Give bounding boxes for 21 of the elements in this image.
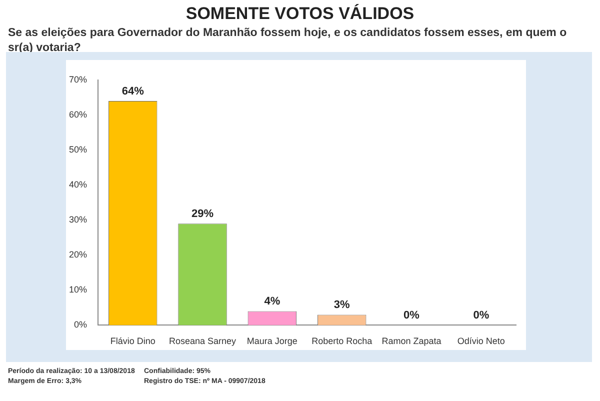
x-tick-label: Flávio Dino: [110, 336, 156, 346]
data-label: 4%: [264, 296, 280, 308]
y-tick-label: 0%: [74, 320, 88, 330]
data-label: 64%: [122, 86, 144, 98]
x-tick-label: Maura Jorge: [246, 336, 298, 346]
data-label: 0%: [473, 310, 490, 322]
y-tick-label: 30%: [69, 214, 88, 225]
data-label: 3%: [334, 299, 350, 312]
x-tick-label: Odívio Neto: [457, 336, 505, 346]
y-tick-label: 40%: [69, 180, 88, 190]
x-tick-label: Ramon Zapata: [382, 336, 442, 346]
x-tick-label: Roberto Rocha: [312, 336, 372, 346]
y-tick-label: 60%: [69, 110, 88, 120]
y-tick-label: 50%: [69, 144, 88, 155]
y-tick-label: 10%: [69, 284, 88, 295]
y-tick-label: 20%: [69, 250, 88, 260]
x-tick-label: Roseana Sarney: [168, 336, 237, 346]
chart-title: SOMENTE VOTOS VÁLIDOS: [184, 4, 416, 24]
data-label: 29%: [191, 208, 214, 220]
y-tick-label: 70%: [69, 74, 88, 84]
data-label: 0%: [404, 310, 420, 322]
